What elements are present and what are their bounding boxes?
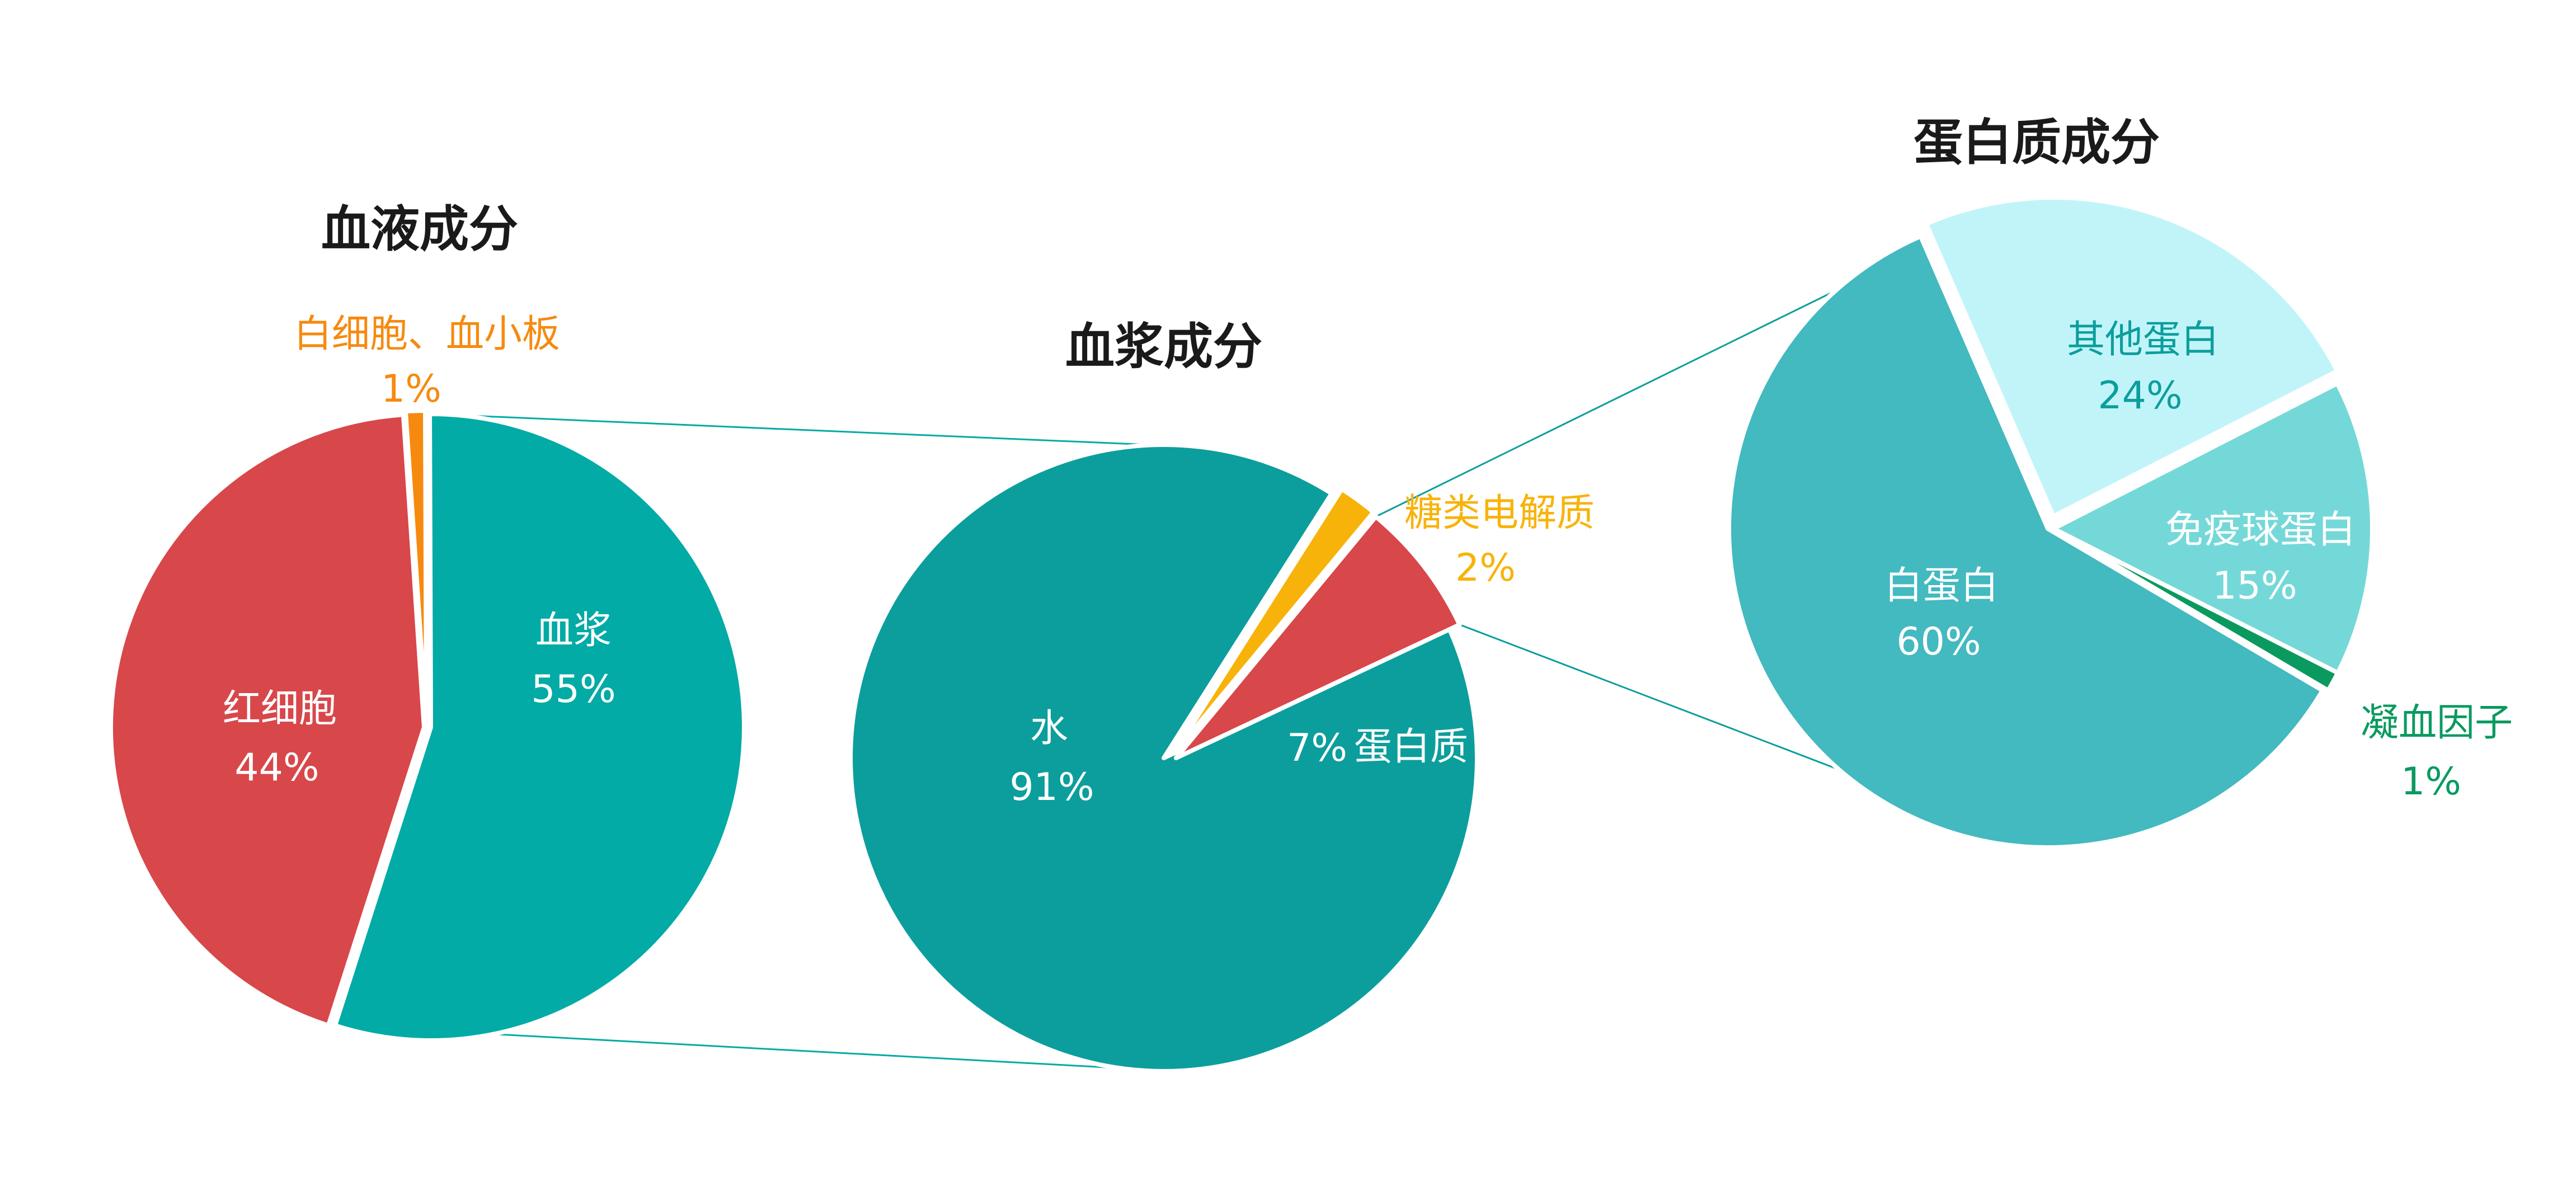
label-immuno-name: 免疫球蛋白 (2165, 508, 2356, 552)
slice-water (848, 442, 1479, 1073)
label-rbc-name: 红细胞 (223, 687, 337, 731)
pie-blood (109, 408, 747, 1043)
label-other-value: 24% (2098, 374, 2182, 418)
slice-albumin (1727, 234, 2325, 850)
label-wbc-name: 白细胞、血小板 (294, 312, 560, 356)
slice-clotting-factor (2051, 526, 2340, 693)
label-protein-name: 蛋白质 (1354, 725, 1468, 769)
label-water-value: 91% (1009, 765, 1094, 809)
label-sugar-name: 糖类电解质 (1404, 491, 1595, 535)
label-sugar-value: 2% (1455, 546, 1516, 590)
connector-top-1 (429, 413, 1153, 446)
label-water-name: 水 (1030, 707, 1068, 751)
title-blood: 血液成分 (321, 200, 518, 258)
slice-sugar-electrolyte (1172, 487, 1376, 756)
label-other-name: 其他蛋白 (2067, 318, 2219, 362)
label-albumin-value: 60% (1896, 620, 1981, 664)
slice-plasma (332, 411, 747, 1043)
label-clotting-name: 凝血因子 (2361, 701, 2513, 745)
slice-protein (1174, 514, 1462, 760)
title-plasma: 血浆成分 (1065, 318, 1262, 375)
label-albumin-name: 白蛋白 (1884, 564, 1999, 608)
slice-red-blood-cells (109, 412, 426, 1028)
slice-other-protein (1924, 195, 2340, 519)
slice-immunoglobulin (2051, 381, 2375, 675)
label-rbc-value: 44% (234, 746, 319, 790)
label-immuno-value: 15% (2212, 564, 2297, 608)
label-protein-value: 7% (1287, 726, 1347, 770)
label-wbc-value: 1% (381, 367, 441, 411)
pie-plasma (848, 442, 1479, 1073)
label-plasma-name: 血浆 (535, 609, 612, 653)
label-plasma-value: 55% (531, 667, 615, 712)
connector-top-2 (1375, 284, 1849, 517)
slice-white-cells-platelets (403, 408, 429, 726)
pie-protein (1727, 195, 2375, 850)
label-clotting-value: 1% (2401, 760, 2461, 804)
title-protein: 蛋白质成分 (1914, 114, 2160, 171)
